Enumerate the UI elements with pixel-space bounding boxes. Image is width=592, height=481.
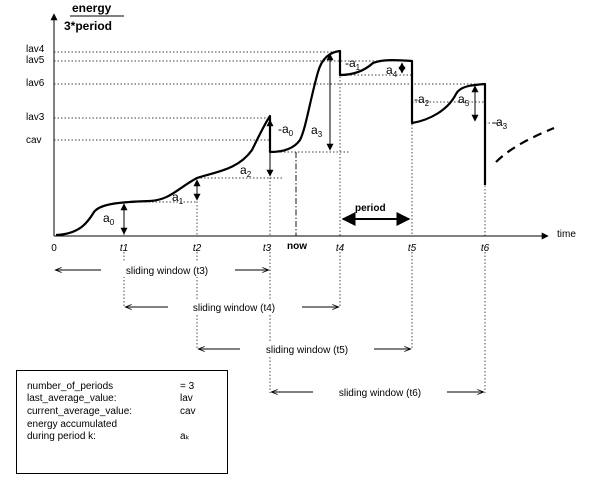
sliding-window-t4-bg	[168, 299, 302, 314]
energy-curve-future	[495, 126, 555, 163]
sliding-window-t5-bg	[240, 341, 374, 356]
sliding-window-t5-label: sliding window (t5)	[266, 345, 348, 356]
label-a2: a2	[240, 163, 252, 179]
sliding-window-t4-label: sliding window (t4)	[193, 303, 275, 314]
tick-0: 0	[51, 243, 57, 254]
legend-value-last-average-value: lav	[180, 393, 193, 404]
tick-t3: t3	[263, 243, 272, 254]
level-label-cav: cav	[26, 135, 42, 146]
label-neg-a0: -a0	[278, 122, 294, 138]
legend-label-last-average-value: last_average_value:	[27, 393, 117, 404]
label-a0: a0	[103, 211, 115, 227]
x-axis-label: time	[557, 229, 576, 240]
label-neg-a2: -a2	[414, 92, 430, 108]
tick-t5: t5	[408, 243, 417, 254]
legend-box: number_of_periods = 3 last_average_value…	[16, 370, 228, 474]
level-label-lav5: lav5	[26, 55, 45, 66]
sliding-window-t6-bg	[313, 384, 447, 399]
tick-now: now	[287, 241, 307, 252]
label-a4: a4	[386, 63, 398, 79]
level-label-lav6: lav6	[26, 78, 45, 89]
legend-value-during-period-k: aₖ	[180, 431, 190, 442]
tick-t1: t1	[120, 243, 128, 254]
sliding-window-t6-label: sliding window (t6)	[339, 388, 421, 399]
sliding-window-t3-bg	[101, 262, 235, 277]
legend-value-number-of-periods: = 3	[180, 381, 195, 392]
level-label-lav4: lav4	[26, 44, 45, 55]
legend-label-current-average-value: current_average_value:	[27, 406, 133, 417]
y-axis-label-bottom: 3*period	[64, 19, 112, 33]
y-axis-label-top: energy	[72, 1, 112, 15]
legend-label-number-of-periods: number_of_periods	[27, 381, 114, 392]
ak-arrows	[120, 53, 479, 235]
label-a3: a3	[311, 123, 323, 139]
label-neg-a1: -a1	[345, 56, 361, 72]
label-neg-a3: -a3	[492, 115, 508, 131]
legend-value-current-average-value: cav	[180, 406, 196, 417]
legend-label-energy-accumulated: energy accumulated	[27, 419, 118, 430]
sliding-window-t3-label: sliding window (t3)	[126, 266, 208, 277]
tick-t4: t4	[336, 243, 345, 254]
tick-t2: t2	[193, 243, 202, 254]
level-label-lav3: lav3	[26, 112, 45, 123]
tick-t6: t6	[481, 243, 490, 254]
period-label: period	[355, 203, 386, 214]
label-a5: a5	[458, 92, 470, 108]
label-a1: a1	[172, 190, 184, 206]
energy-curve	[55, 49, 487, 237]
legend-label-during-period-k: during period k:	[27, 431, 96, 442]
